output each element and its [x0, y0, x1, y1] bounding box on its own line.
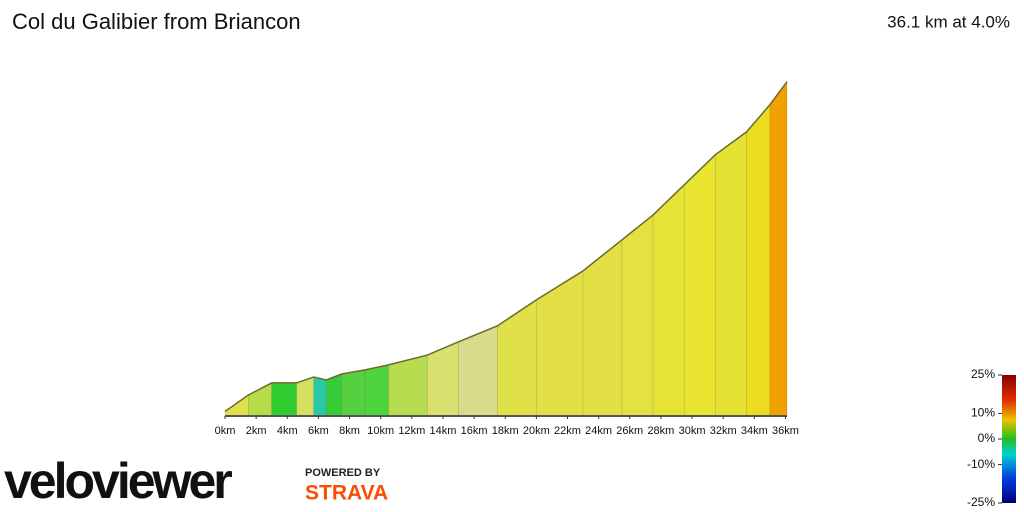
x-tick-label: 12km: [398, 425, 425, 437]
x-tick-label: 20km: [523, 425, 550, 437]
gradient-segment: [683, 153, 716, 417]
x-tick-label: 28km: [647, 425, 674, 437]
gradient-segment: [536, 270, 584, 417]
gradient-segment: [364, 364, 389, 417]
gradient-segment: [652, 184, 685, 417]
gradient-segment: [388, 354, 428, 417]
gradient-segment: [248, 382, 273, 417]
x-tick-label: 18km: [492, 425, 519, 437]
gradient-segment: [769, 80, 788, 417]
x-tick-label: 32km: [710, 425, 737, 437]
chart-title: Col du Galibier from Briancon: [12, 9, 301, 34]
x-tick-label: 16km: [461, 425, 488, 437]
gradient-segment: [296, 376, 315, 417]
x-tick-label: 24km: [585, 425, 612, 437]
x-tick-label: 6km: [308, 425, 329, 437]
gradient-segment: [497, 299, 537, 417]
x-tick-label: 14km: [429, 425, 456, 437]
x-tick-label: 22km: [554, 425, 581, 437]
colorbar-label: 10%: [971, 406, 995, 420]
gradient-segment: [313, 376, 327, 417]
gradient-segment: [715, 131, 747, 417]
powered-by: POWERED BY: [305, 467, 381, 479]
x-tick-label: 30km: [679, 425, 706, 437]
x-tick-label: 36km: [772, 425, 799, 437]
colorbar-label: -10%: [967, 457, 995, 471]
chart-subtitle: 36.1 km at 4.0%: [887, 12, 1010, 31]
brand-logo: veloviewer: [4, 453, 232, 509]
x-tick-label: 26km: [616, 425, 643, 437]
gradient-segment: [341, 369, 366, 417]
x-tick-label: 4km: [277, 425, 298, 437]
gradient-segment: [621, 214, 654, 417]
gradient-segment: [325, 373, 343, 417]
x-tick-label: 34km: [741, 425, 768, 437]
x-tick-label: 8km: [339, 425, 360, 437]
x-tick-label: 2km: [246, 425, 267, 437]
colorbar: [1002, 375, 1016, 503]
colorbar-label: 25%: [971, 367, 995, 381]
x-tick-label: 10km: [367, 425, 394, 437]
gradient-segment: [746, 103, 771, 417]
colorbar-label: 0%: [978, 431, 996, 445]
gradient-segment: [271, 382, 297, 417]
x-tick-label: 0km: [215, 425, 236, 437]
colorbar-label: -25%: [967, 495, 995, 509]
strava-logo: STRAVA: [305, 482, 388, 505]
elevation-line: [224, 81, 788, 413]
